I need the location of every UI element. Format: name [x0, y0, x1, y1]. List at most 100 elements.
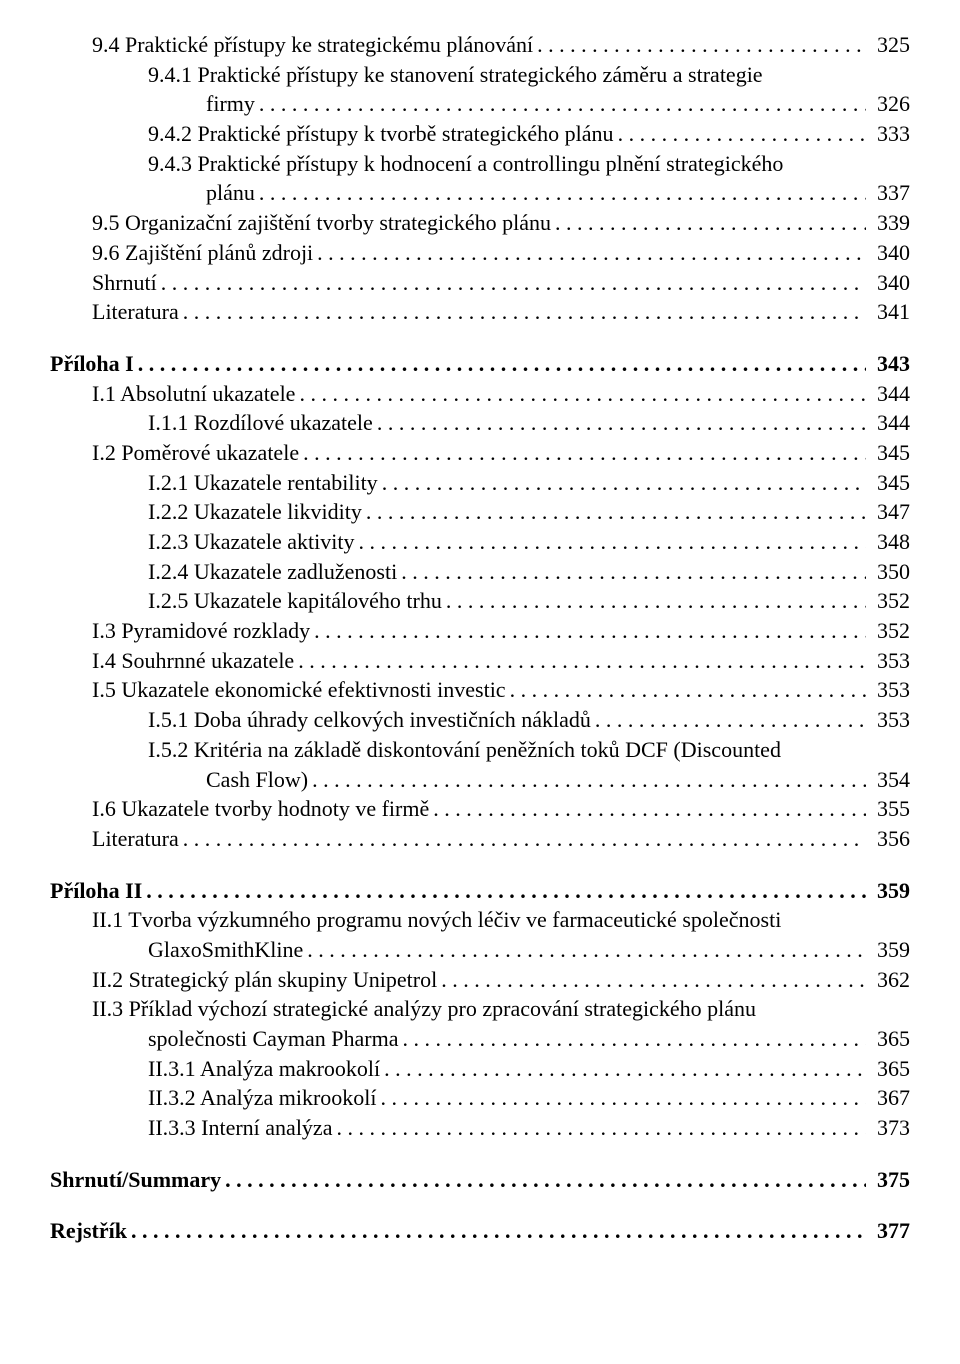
toc-entry: I.3 Pyramidové rozklady 352	[50, 616, 910, 646]
toc-entry-firstline: 9.4.3 Praktické přístupy k hodnocení a c…	[50, 149, 910, 179]
toc-page-number: 377	[870, 1216, 910, 1246]
toc-leader	[259, 178, 866, 200]
toc-label: I.2.3 Ukazatele aktivity	[148, 527, 354, 557]
toc-page-number: 353	[870, 705, 910, 735]
toc-entry: společnosti Cayman Pharma365	[50, 1024, 910, 1054]
toc-label: 9.4.1 Praktické přístupy ke stanovení st…	[148, 62, 763, 87]
toc-page-number: 340	[870, 268, 910, 298]
toc-label: Literatura	[92, 824, 179, 854]
toc-leader	[618, 119, 866, 141]
toc-leader	[366, 497, 866, 519]
toc-label: I.4 Souhrnné ukazatele	[92, 646, 294, 676]
toc-entry: II.2 Strategický plán skupiny Unipetrol3…	[50, 965, 910, 995]
spacer	[50, 327, 910, 349]
toc-entry: Cash Flow) 354	[50, 765, 910, 795]
toc-label: I.1.1 Rozdílové ukazatele	[148, 408, 373, 438]
toc-entry: I.2 Poměrové ukazatele 345	[50, 438, 910, 468]
toc-leader	[183, 297, 866, 319]
toc-page-number: 326	[870, 89, 910, 119]
toc-entry: Literatura 356	[50, 824, 910, 854]
toc-label-cont: plánu	[206, 178, 255, 208]
toc-leader	[441, 965, 866, 987]
toc-page-number: 355	[870, 794, 910, 824]
toc-page-number: 344	[870, 379, 910, 409]
spacer	[50, 854, 910, 876]
toc-page-number: 362	[870, 965, 910, 995]
toc-label: I.5.2 Kritéria na základě diskontování p…	[148, 737, 781, 762]
toc-page-number: 352	[870, 586, 910, 616]
toc-page-number: 353	[870, 646, 910, 676]
toc-entry-firstline: II.1 Tvorba výzkumného programu nových l…	[50, 905, 910, 935]
toc-page-number: 354	[870, 765, 910, 795]
toc-leader	[298, 646, 866, 668]
toc-label: II.3.3 Interní analýza	[148, 1113, 332, 1143]
toc-page-number: 344	[870, 408, 910, 438]
toc-page-number: 340	[870, 238, 910, 268]
toc-entry-firstline: I.5.2 Kritéria na základě diskontování p…	[50, 735, 910, 765]
toc-page-number: 345	[870, 438, 910, 468]
toc-page-number: 353	[870, 675, 910, 705]
toc-leader	[358, 527, 866, 549]
toc-entry: Příloha II359	[50, 876, 910, 906]
toc-entry-firstline: II.3 Příklad výchozí strategické analýzy…	[50, 994, 910, 1024]
toc-entry: I.5.1 Doba úhrady celkových investičních…	[50, 705, 910, 735]
toc-leader	[314, 616, 866, 638]
toc-entry: Shrnutí 340	[50, 268, 910, 298]
toc-entry: I.2.5 Ukazatele kapitálového trhu352	[50, 586, 910, 616]
toc-label: 9.4 Praktické přístupy ke strategickému …	[92, 30, 533, 60]
toc-entry: Literatura341	[50, 297, 910, 327]
toc-leader	[381, 1083, 866, 1105]
toc-label: II.1 Tvorba výzkumného programu nových l…	[92, 907, 781, 932]
toc-label: I.2.1 Ukazatele rentability	[148, 468, 378, 498]
toc-entry: I.2.3 Ukazatele aktivity 348	[50, 527, 910, 557]
toc-leader	[161, 268, 866, 290]
toc-label: I.3 Pyramidové rozklady	[92, 616, 310, 646]
toc-entry: I.2.4 Ukazatele zadluženosti 350	[50, 557, 910, 587]
toc-label: II.3.2 Analýza mikrookolí	[148, 1083, 377, 1113]
toc-label: I.6 Ukazatele tvorby hodnoty ve firmě	[92, 794, 429, 824]
toc-label: Shrnutí/Summary	[50, 1165, 221, 1195]
toc-leader	[307, 935, 866, 957]
toc-label: 9.6 Zajištění plánů zdroji	[92, 238, 313, 268]
toc-page-number: 350	[870, 557, 910, 587]
toc-label: 9.4.2 Praktické přístupy k tvorbě strate…	[148, 119, 614, 149]
toc-entry: II.3.3 Interní analýza 373	[50, 1113, 910, 1143]
toc-leader	[146, 876, 866, 898]
toc-entry: Shrnutí/Summary375	[50, 1165, 910, 1195]
toc-label: Literatura	[92, 297, 179, 327]
toc-entry: 9.6 Zajištění plánů zdroji 340	[50, 238, 910, 268]
toc-entry: II.3.1 Analýza makrookolí365	[50, 1054, 910, 1084]
toc-leader	[138, 349, 866, 371]
toc-label-cont: Cash Flow)	[206, 765, 308, 795]
toc-entry: Příloha I343	[50, 349, 910, 379]
toc-label: I.2.4 Ukazatele zadluženosti	[148, 557, 397, 587]
toc-leader	[303, 438, 866, 460]
toc-label: Shrnutí	[92, 268, 157, 298]
toc-entry: I.2.2 Ukazatele likvidity347	[50, 497, 910, 527]
toc-leader	[259, 89, 866, 111]
toc-page-number: 373	[870, 1113, 910, 1143]
toc-leader	[336, 1113, 866, 1135]
toc-page-number: 348	[870, 527, 910, 557]
toc-leader	[433, 794, 866, 816]
toc-leader	[312, 765, 866, 787]
toc-page-number: 352	[870, 616, 910, 646]
toc-label: I.5.1 Doba úhrady celkových investičních…	[148, 705, 591, 735]
toc-leader	[510, 675, 866, 697]
toc-label: 9.5 Organizační zajištění tvorby strateg…	[92, 208, 551, 238]
toc-leader	[595, 705, 866, 727]
toc-label: I.2 Poměrové ukazatele	[92, 438, 299, 468]
toc-leader	[377, 408, 866, 430]
toc-entry: GlaxoSmithKline359	[50, 935, 910, 965]
toc-label: I.5 Ukazatele ekonomické efektivnosti in…	[92, 675, 506, 705]
toc-leader	[555, 208, 866, 230]
toc-page-number: 359	[870, 935, 910, 965]
toc-label: I.2.2 Ukazatele likvidity	[148, 497, 362, 527]
toc-label: Příloha II	[50, 876, 142, 906]
toc-entry: plánu337	[50, 178, 910, 208]
toc-label: 9.4.3 Praktické přístupy k hodnocení a c…	[148, 151, 783, 176]
toc-label-cont: společnosti Cayman Pharma	[148, 1024, 399, 1054]
toc-page-number: 367	[870, 1083, 910, 1113]
toc-page-number: 356	[870, 824, 910, 854]
toc-leader	[299, 379, 866, 401]
